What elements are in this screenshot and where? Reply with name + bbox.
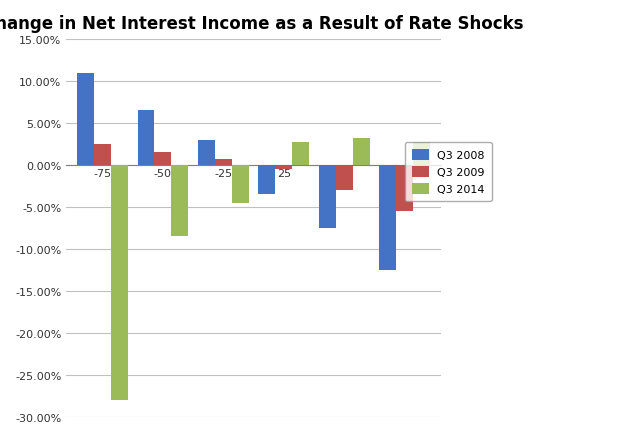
Bar	[232, 166, 249, 203]
Bar	[198, 141, 215, 166]
Bar	[259, 166, 275, 195]
Bar	[172, 166, 188, 237]
Bar	[336, 166, 353, 191]
Bar	[154, 153, 172, 166]
Bar	[94, 145, 111, 166]
Bar	[77, 74, 94, 166]
Bar	[215, 160, 232, 166]
Bar	[138, 111, 154, 166]
Bar	[396, 166, 413, 212]
Bar	[319, 166, 336, 229]
Bar	[380, 166, 396, 270]
Bar	[413, 142, 430, 166]
Bar	[111, 166, 128, 400]
Bar	[292, 143, 309, 166]
Title: Change in Net Interest Income as a Result of Rate Shocks: Change in Net Interest Income as a Resul…	[0, 15, 524, 33]
Bar	[275, 166, 292, 170]
Legend: Q3 2008, Q3 2009, Q3 2014: Q3 2008, Q3 2009, Q3 2014	[405, 143, 492, 201]
Bar	[353, 139, 370, 166]
